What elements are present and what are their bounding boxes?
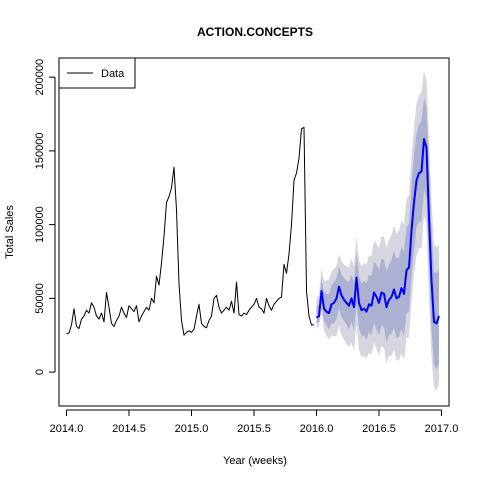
x-tick-label: 2014.5 [112, 423, 146, 435]
prediction-bands [316, 71, 439, 392]
x-tick-label: 2015.0 [175, 423, 209, 435]
band-inner [316, 97, 439, 370]
y-tick-label: 50000 [34, 283, 46, 314]
x-tick-label: 2015.5 [237, 423, 271, 435]
x-tick-label: 2014.0 [50, 423, 84, 435]
series-lines [66, 126, 440, 336]
legend-label-data: Data [101, 68, 125, 80]
series-line-forecast [316, 138, 440, 325]
legend-box [58, 57, 136, 89]
chart-title: ACTION.CONCEPTS [197, 25, 313, 39]
y-tick-label: 0 [34, 369, 46, 375]
x-tick-label: 2016.0 [300, 423, 334, 435]
x-tick-label: 2017.0 [425, 423, 459, 435]
x-tick-label: 2016.5 [362, 423, 396, 435]
series-line-data [66, 126, 314, 336]
band-outer [316, 71, 439, 392]
y-axis-label: Total Sales [4, 205, 16, 259]
plot-frame [58, 57, 450, 407]
x-axis: 2014.0 2014.5 2015.0 2015.5 2016.0 2016.5 2017… [50, 409, 459, 435]
y-tick-label: 150000 [34, 133, 46, 170]
y-tick-label: 200000 [34, 59, 46, 96]
legend: Data [58, 57, 136, 89]
x-axis-label: Year (weeks) [223, 455, 287, 467]
y-tick-label: 100000 [34, 206, 46, 243]
y-axis: 0 50000 100000 150000 200000 [34, 59, 56, 375]
